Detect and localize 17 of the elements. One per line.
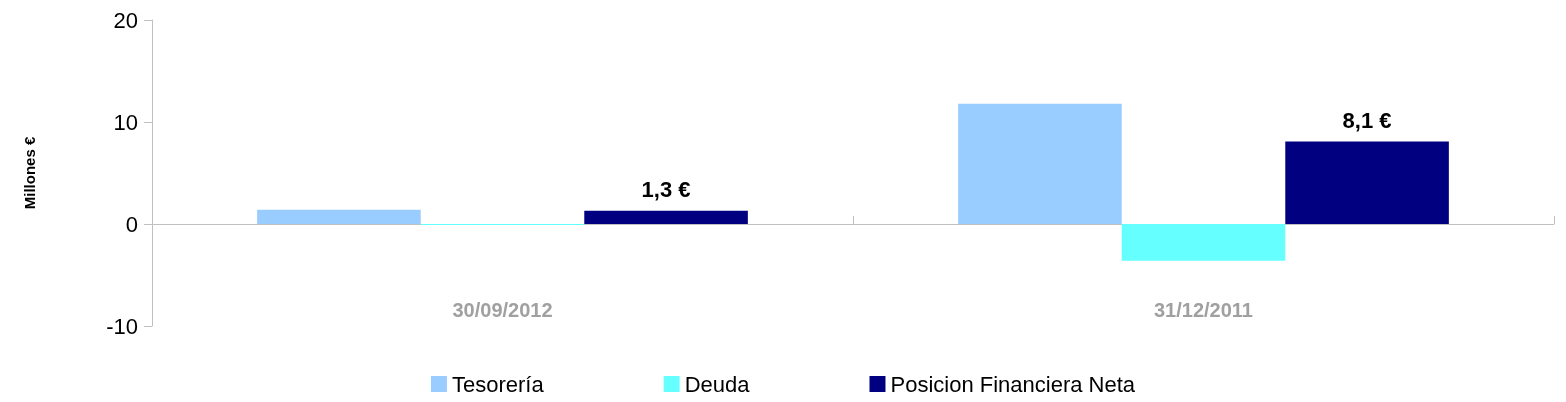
bar: [257, 209, 421, 224]
legend-label: Posicion Financiera Neta: [890, 371, 1136, 397]
y-tick-label: 0: [125, 211, 138, 237]
y-tick-label: 10: [113, 109, 138, 135]
bar: [958, 103, 1122, 224]
legend-label: Deuda: [684, 371, 751, 397]
data-label: 1,3 €: [641, 177, 691, 203]
bar: [1121, 224, 1286, 261]
x-tick-label: 30/09/2012: [452, 299, 553, 321]
bar: [1285, 141, 1449, 224]
y-axis-title: Millones €: [21, 136, 38, 210]
bar: [584, 210, 748, 224]
y-tick-label: 20: [113, 7, 138, 33]
legend-label: Tesorería: [451, 371, 545, 397]
data-label: 8,1 €: [1342, 107, 1392, 133]
y-tick-label: -10: [106, 313, 138, 339]
x-tick-label: 31/12/2011: [1154, 299, 1253, 321]
